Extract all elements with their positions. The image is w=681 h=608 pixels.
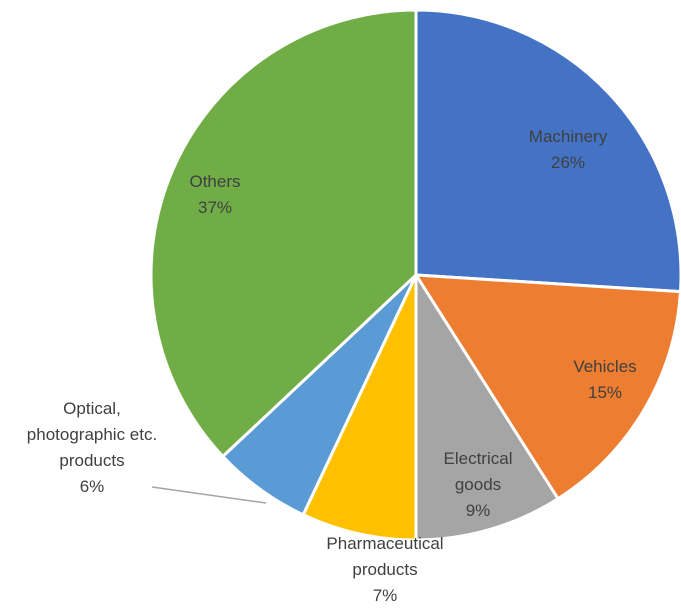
pie-slice	[301, 274, 418, 542]
slice-label: Vehicles 15%	[555, 354, 655, 406]
value-label: 9%	[465, 501, 491, 520]
category-label: Others	[189, 172, 241, 191]
pie-slice	[414, 8, 681, 294]
value-label: 6%	[79, 477, 105, 496]
pie-slice	[414, 269, 561, 542]
slice-label: Machinery 26%	[503, 124, 633, 176]
value-label: 7%	[372, 586, 398, 605]
category-label: Pharmaceutical products	[326, 534, 444, 579]
slice-label: Others 37%	[165, 169, 265, 221]
category-label: Electrical goods	[443, 449, 513, 494]
category-label: Machinery	[528, 127, 608, 146]
category-label: Optical, photographic etc. products	[26, 399, 158, 470]
value-label: 37%	[197, 198, 233, 217]
slice-label: Optical, photographic etc. products 6%	[25, 396, 160, 500]
value-label: 15%	[587, 383, 623, 402]
pie-slice	[413, 273, 681, 501]
value-label: 26%	[550, 153, 586, 172]
slice-label: Pharmaceutical products 7%	[300, 531, 470, 608]
leader-line	[151, 486, 267, 504]
slice-label: Electrical goods 9%	[428, 446, 528, 524]
pie-slice	[149, 8, 418, 459]
category-label: Vehicles	[573, 357, 637, 376]
